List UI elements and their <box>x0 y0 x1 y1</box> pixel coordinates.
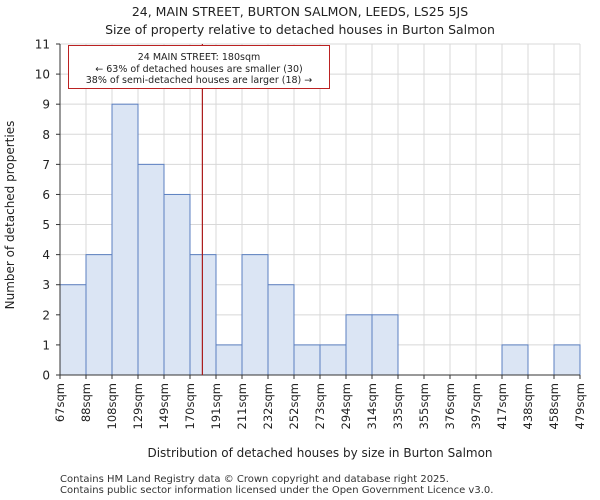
x-tick-label: 273sqm <box>313 383 327 429</box>
x-tick-label: 232sqm <box>261 383 275 429</box>
bar <box>111 103 139 376</box>
bar <box>241 254 269 376</box>
axis-layer: 0 1 2 3 4 5 6 7 8 9 10 11 67sqm 88sqm 108sqm 129sqm 149s… <box>35 38 587 430</box>
bar <box>553 344 581 376</box>
x-tick-label: 170sqm <box>183 383 197 429</box>
x-tick-label: 191sqm <box>209 383 223 429</box>
y-tick-label: 1 <box>42 338 50 352</box>
x-tick-label: 129sqm <box>131 383 145 429</box>
y-tick-label: 5 <box>42 218 50 232</box>
bar <box>501 344 529 376</box>
x-tick-label: 149sqm <box>157 383 171 429</box>
x-tick-label: 211sqm <box>235 383 249 429</box>
x-tick-label: 88sqm <box>79 383 93 422</box>
footer-line-2: Contains public sector information licen… <box>60 485 494 496</box>
y-tick-label: 3 <box>42 278 50 292</box>
bar <box>319 344 347 376</box>
y-tick-label: 6 <box>42 188 50 202</box>
x-tick-label: 355sqm <box>417 383 431 429</box>
bar-layer <box>59 103 581 376</box>
bar <box>293 344 321 376</box>
y-tick-label: 8 <box>42 128 50 142</box>
chart-title: 24, MAIN STREET, BURTON SALMON, LEEDS, L… <box>131 4 469 19</box>
bar <box>267 284 295 376</box>
x-axis-label: Distribution of detached houses by size … <box>147 446 492 460</box>
bar <box>345 314 373 376</box>
marker-label-line3: 38% of semi-detached houses are larger (… <box>85 75 313 86</box>
y-tick-label: 10 <box>35 68 50 82</box>
x-tick-label: 458sqm <box>547 383 561 429</box>
marker-annotation: 24 MAIN STREET: 180sqm ← 63% of detached… <box>68 45 330 89</box>
y-tick-label: 7 <box>42 158 50 172</box>
x-tick-label: 438sqm <box>521 383 535 429</box>
marker-label-line2: ← 63% of detached houses are smaller (30… <box>95 63 303 75</box>
y-axis-label: Number of detached properties <box>3 121 17 310</box>
x-tick-label: 479sqm <box>573 383 587 429</box>
bar <box>189 254 217 376</box>
marker-label-line1: 24 MAIN STREET: 180sqm <box>137 52 261 63</box>
bar <box>215 344 243 376</box>
y-tick-label: 2 <box>42 308 50 322</box>
bar <box>59 284 87 376</box>
y-tick-label: 4 <box>42 248 50 262</box>
chart-subtitle: Size of property relative to detached ho… <box>105 22 495 37</box>
y-tick-label: 0 <box>42 369 50 383</box>
y-tick-label: 11 <box>35 38 50 52</box>
footer-line-1: Contains HM Land Registry data © Crown c… <box>60 474 449 485</box>
bar <box>163 193 191 376</box>
y-tick-label: 9 <box>42 98 50 112</box>
x-tick-label: 108sqm <box>105 383 119 429</box>
x-tick-label: 397sqm <box>469 383 483 429</box>
bar <box>137 163 165 376</box>
x-tick-label: 335sqm <box>391 383 405 429</box>
x-tick-label: 252sqm <box>287 383 301 429</box>
x-tick-label: 67sqm <box>53 383 67 422</box>
x-tick-label: 417sqm <box>495 383 509 429</box>
bar <box>85 254 113 376</box>
bar <box>371 314 399 376</box>
x-tick-label: 314sqm <box>365 383 379 429</box>
x-tick-label: 294sqm <box>339 383 353 429</box>
x-tick-label: 376sqm <box>443 383 457 429</box>
